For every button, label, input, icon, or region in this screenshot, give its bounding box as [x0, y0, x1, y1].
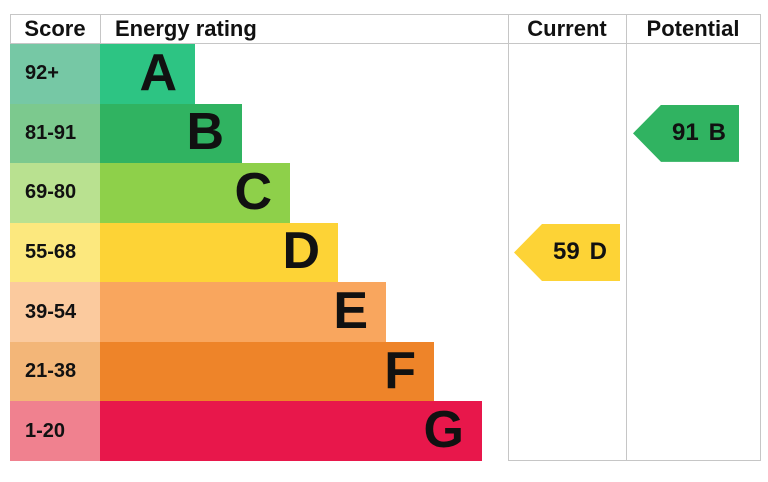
band-letter: A: [139, 43, 177, 102]
band-row-f: 21-38 F: [10, 341, 482, 402]
band-bar: C: [100, 163, 290, 223]
band-bar: D: [100, 222, 338, 283]
current-column-header: Current: [527, 16, 607, 41]
band-bar: G: [100, 401, 482, 461]
table-bottom-border: [508, 460, 760, 461]
band-row-e: 39-54 E: [10, 282, 482, 342]
band-letter: D: [282, 222, 320, 281]
band-row-d: 55-68 D: [10, 222, 482, 283]
score-column-header: Score: [24, 16, 86, 41]
energy-rating-column-header: Energy rating: [115, 16, 257, 41]
band-letter: E: [333, 282, 368, 341]
band-row-a: 92+ A: [10, 44, 482, 104]
band-letter: F: [384, 341, 416, 400]
band-score-cell: 21-38: [10, 341, 100, 402]
score-column-separator: [100, 14, 101, 44]
band-score-cell: 1-20: [10, 401, 100, 461]
header-underline: [10, 43, 760, 44]
current-rating-value: 59: [552, 238, 580, 266]
table-top-border: [10, 14, 760, 15]
band-letter: B: [186, 103, 224, 162]
band-row-b: 81-91 B: [10, 103, 482, 164]
band-row-c: 69-80 C: [10, 163, 482, 223]
band-bar: A: [100, 44, 195, 104]
band-score-cell: 55-68: [10, 222, 100, 283]
band-score-cell: 39-54: [10, 282, 100, 342]
potential-column-separator: [626, 14, 627, 461]
band-letter: C: [234, 162, 272, 221]
potential-rating-value: 91: [671, 119, 699, 147]
band-bar: F: [100, 341, 434, 402]
current-column-separator: [508, 14, 509, 461]
current-rating-arrow: 59 D: [514, 223, 620, 281]
band-score-cell: 81-91: [10, 103, 100, 164]
band-score-cell: 69-80: [10, 163, 100, 223]
band-row-g: 1-20 G: [10, 401, 482, 461]
rating-bands: 92+ A 81-91 B 69-80 C 55-68 D 39-54 E 21…: [10, 44, 482, 461]
band-score-cell: 92+: [10, 44, 100, 104]
table-right-border: [760, 14, 761, 461]
potential-column-header: Potential: [646, 16, 740, 41]
potential-rating-arrow: 91 B: [633, 104, 739, 162]
band-letter: G: [423, 401, 464, 460]
potential-rating-band: B: [708, 119, 727, 147]
band-bar: B: [100, 103, 242, 164]
current-rating-band: D: [589, 238, 608, 266]
band-bar: E: [100, 282, 386, 342]
